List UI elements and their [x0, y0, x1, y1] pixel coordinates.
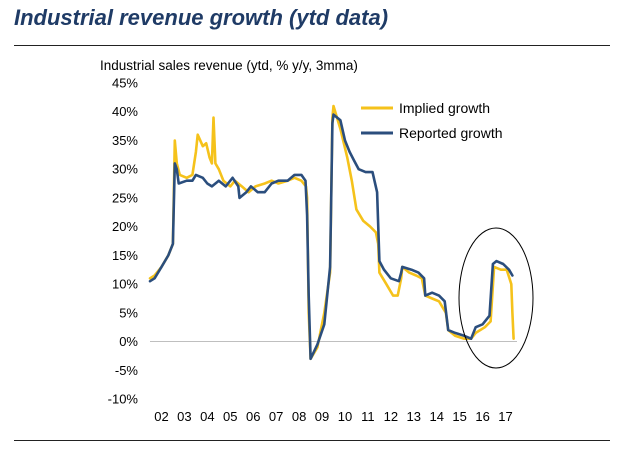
y-tick-label: 0% [119, 334, 138, 349]
y-tick-label: 30% [112, 162, 138, 177]
legend: Implied growth Reported growth [361, 100, 503, 141]
series-line-reported-growth [148, 113, 514, 361]
y-tick-label: 25% [112, 190, 138, 205]
x-tick-label: 11 [361, 409, 375, 424]
legend-label: Implied growth [399, 100, 490, 116]
y-tick-label: 5% [119, 305, 138, 320]
y-tick-label: 10% [112, 277, 138, 292]
x-axis: 02 03 04 05 06 07 08 09 10 11 12 13 14 15 16 17 [154, 409, 513, 424]
header-title: Industrial revenue growth (ytd data) [14, 5, 389, 30]
y-tick-label: 45% [112, 76, 138, 91]
y-axis-label: Industrial sales revenue (ytd, % y/y, 3m… [100, 58, 358, 73]
y-tick-label: 35% [112, 133, 138, 148]
x-tick-label: 10 [338, 409, 352, 424]
y-tick-label: -5% [115, 363, 139, 378]
x-tick-label: 06 [246, 409, 260, 424]
x-tick-label: 16 [475, 409, 489, 424]
x-tick-label: 03 [177, 409, 191, 424]
x-tick-label: 05 [223, 409, 237, 424]
x-tick-label: 17 [498, 409, 512, 424]
x-tick-label: 13 [407, 409, 421, 424]
x-tick-label: 14 [429, 409, 443, 424]
x-tick-label: 15 [452, 409, 466, 424]
x-tick-label: 08 [292, 409, 306, 424]
series-layer [148, 104, 515, 361]
y-tick-label: -10% [108, 392, 139, 407]
x-tick-label: 04 [200, 409, 214, 424]
y-tick-label: 20% [112, 219, 138, 234]
x-tick-label: 12 [384, 409, 398, 424]
highlight-ellipse [458, 227, 534, 369]
footer-rule [14, 440, 610, 441]
x-tick-label: 09 [315, 409, 329, 424]
y-tick-label: 40% [112, 104, 138, 119]
y-tick-label: 15% [112, 248, 138, 263]
y-axis: -10% -5% 0% 5% 10% 15% 20% 25% 30% 35% 40% 45% [108, 76, 139, 407]
x-tick-label: 02 [154, 409, 168, 424]
legend-label: Reported growth [399, 125, 503, 141]
x-tick-label: 07 [269, 409, 283, 424]
header-rule [14, 45, 610, 46]
